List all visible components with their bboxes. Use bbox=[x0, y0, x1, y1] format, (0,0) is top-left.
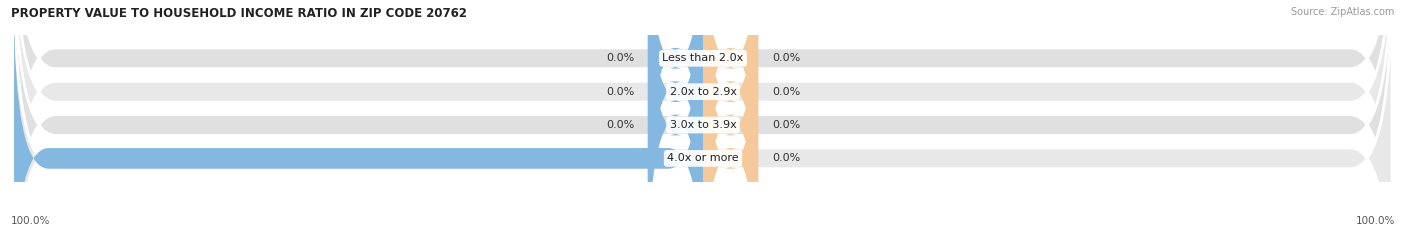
Text: PROPERTY VALUE TO HOUSEHOLD INCOME RATIO IN ZIP CODE 20762: PROPERTY VALUE TO HOUSEHOLD INCOME RATIO… bbox=[11, 7, 467, 20]
Text: 100.0%: 100.0% bbox=[1355, 216, 1395, 226]
FancyBboxPatch shape bbox=[14, 2, 703, 233]
Text: 0.0%: 0.0% bbox=[772, 120, 800, 130]
Text: 0.0%: 0.0% bbox=[772, 53, 800, 63]
Text: 2.0x to 2.9x: 2.0x to 2.9x bbox=[669, 87, 737, 97]
Text: 100.0%: 100.0% bbox=[11, 216, 51, 226]
FancyBboxPatch shape bbox=[14, 0, 1392, 233]
FancyBboxPatch shape bbox=[703, 2, 758, 233]
Text: 3.0x to 3.9x: 3.0x to 3.9x bbox=[669, 120, 737, 130]
Text: 0.0%: 0.0% bbox=[772, 87, 800, 97]
Text: 0.0%: 0.0% bbox=[606, 87, 634, 97]
Text: 0.0%: 0.0% bbox=[606, 53, 634, 63]
FancyBboxPatch shape bbox=[648, 0, 703, 233]
Text: 0.0%: 0.0% bbox=[772, 153, 800, 163]
Text: 0.0%: 0.0% bbox=[606, 120, 634, 130]
FancyBboxPatch shape bbox=[648, 0, 703, 233]
FancyBboxPatch shape bbox=[703, 0, 758, 233]
FancyBboxPatch shape bbox=[14, 0, 1392, 233]
FancyBboxPatch shape bbox=[703, 0, 758, 233]
FancyBboxPatch shape bbox=[14, 0, 1392, 233]
Text: 4.0x or more: 4.0x or more bbox=[668, 153, 738, 163]
Text: Source: ZipAtlas.com: Source: ZipAtlas.com bbox=[1291, 7, 1395, 17]
FancyBboxPatch shape bbox=[703, 0, 758, 215]
FancyBboxPatch shape bbox=[14, 0, 1392, 233]
FancyBboxPatch shape bbox=[648, 0, 703, 215]
Text: Less than 2.0x: Less than 2.0x bbox=[662, 53, 744, 63]
